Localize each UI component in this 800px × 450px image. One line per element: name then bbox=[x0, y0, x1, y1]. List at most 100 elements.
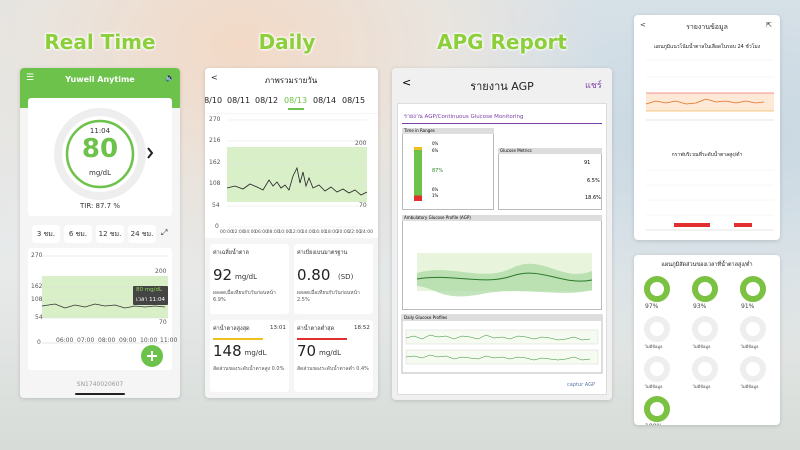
card-note: ผลลดเมื่อเทียบกับวันก่อนหน้า 2.5% bbox=[297, 290, 360, 303]
date[interactable]: 08/14 bbox=[313, 96, 337, 105]
stat-card bbox=[294, 320, 373, 392]
date[interactable]: 08/10 bbox=[205, 96, 223, 105]
metric: 6.5% bbox=[587, 178, 600, 184]
donut-label: 97% bbox=[645, 303, 659, 310]
y-label: 54 bbox=[35, 314, 43, 321]
card-unit: mg/dL bbox=[319, 349, 341, 357]
card-value: 92 bbox=[213, 266, 233, 284]
chart-title: แผนภูมิแนวโน้มน้ำตาลในเลือดในรอบ 24 ชั่ว… bbox=[653, 44, 761, 50]
grid bbox=[227, 119, 367, 228]
y-label: 162 bbox=[31, 283, 43, 290]
expand-icon[interactable]: ⤢ bbox=[161, 228, 168, 237]
y-label: 270 bbox=[31, 252, 43, 259]
y-label: 0 bbox=[37, 339, 41, 346]
low-marker bbox=[674, 223, 710, 227]
donut bbox=[692, 356, 718, 382]
donut-label: 93% bbox=[693, 303, 707, 310]
section: Ambulatory Glucose Profile (AGP) bbox=[404, 215, 471, 220]
card-value: 70 bbox=[297, 342, 317, 360]
target-label: 200 bbox=[155, 268, 167, 275]
home-indicator bbox=[75, 393, 125, 395]
sound-icon[interactable]: 🔈 bbox=[165, 73, 175, 82]
target-band bbox=[227, 147, 367, 202]
donut-label: ไม่มีข้อมูล bbox=[645, 344, 663, 349]
share-button[interactable]: แชร์ bbox=[585, 81, 602, 91]
report-panel: < รายงานข้อมูล ⇱ แผนภูมิแนวโน้มน้ำตาลในเ… bbox=[634, 15, 780, 240]
x-label: 00:00 bbox=[220, 230, 233, 235]
low-marker bbox=[734, 223, 752, 227]
date[interactable]: 08/15 bbox=[342, 96, 366, 105]
section: Time in Ranges bbox=[404, 128, 435, 133]
donut-label: ไม่มีข้อมูล bbox=[693, 384, 711, 389]
date-selected[interactable]: 08/13 bbox=[284, 96, 308, 105]
app-title: Yuwell Anytime bbox=[65, 75, 135, 84]
donut-label: ไม่มีข้อมูล bbox=[693, 344, 711, 349]
x-label: 10:00 bbox=[140, 337, 158, 344]
back-icon[interactable]: < bbox=[640, 21, 646, 29]
serial: SN1740020607 bbox=[76, 381, 124, 388]
title: แผนภูมิสัดส่วนของเวลาที่น้ำตาลสูง/ต่ำ bbox=[661, 262, 753, 268]
card-unit: mg/dL bbox=[244, 349, 267, 357]
card-note: สัดส่วนของระดับน้ำตาลต่ำ 0.4% bbox=[297, 366, 369, 372]
plus-icon bbox=[147, 351, 157, 361]
tir-value: 6% bbox=[432, 148, 439, 153]
y-label: 216 bbox=[209, 137, 221, 144]
agp-screen: < รายงาน AGP แชร์ รายงาน AGP/Continuous … bbox=[392, 68, 612, 400]
glucose-trace bbox=[41, 303, 166, 309]
date[interactable]: 08/12 bbox=[255, 96, 279, 105]
menu-icon[interactable]: ☰ bbox=[26, 73, 35, 83]
tir-value: 6% bbox=[432, 187, 439, 192]
daily-cells bbox=[405, 329, 599, 365]
agp-header bbox=[402, 215, 602, 221]
x-label: 24:00 bbox=[360, 230, 373, 235]
card-unit: (SD) bbox=[338, 273, 354, 281]
donut bbox=[692, 316, 718, 342]
tir: TIR: 87.7 % bbox=[79, 202, 121, 210]
range-button[interactable]: 12 ชม. bbox=[96, 225, 124, 243]
back-icon[interactable]: < bbox=[211, 73, 218, 82]
rule bbox=[402, 123, 602, 124]
donut-rings bbox=[644, 276, 766, 422]
donut bbox=[644, 276, 670, 302]
x-label: 06:00 bbox=[56, 337, 74, 344]
x-label: 11:00 bbox=[160, 337, 178, 344]
time: 11:04 bbox=[89, 127, 111, 135]
stat-card bbox=[294, 244, 373, 314]
card-note: สัดส่วนของระดับน้ำตาลสูง 0.0% bbox=[213, 366, 285, 372]
metrics-header bbox=[498, 148, 602, 154]
tir-header bbox=[402, 128, 494, 134]
donut-label: 100% bbox=[645, 423, 662, 425]
metric: 18.6% bbox=[585, 195, 601, 201]
x-label: 14:00 bbox=[301, 230, 315, 235]
donut-label: ไม่มีข้อมูล bbox=[645, 384, 663, 389]
metric: 91 bbox=[584, 160, 591, 166]
low-line bbox=[297, 338, 347, 340]
x-label: 20:00 bbox=[336, 230, 350, 235]
donut bbox=[740, 316, 766, 342]
gauge bbox=[54, 108, 154, 200]
stat-card bbox=[210, 320, 289, 392]
trend-chart bbox=[41, 255, 168, 367]
donut-label: 91% bbox=[741, 303, 755, 310]
daily-header bbox=[402, 315, 602, 321]
next-arrow[interactable] bbox=[147, 147, 154, 159]
y-label: 162 bbox=[209, 159, 221, 166]
daily-screen: < ภาพรวมรายวัน 08/10 08/11 08/12 08/13 0… bbox=[205, 68, 378, 398]
target-label: 70 bbox=[359, 202, 367, 209]
range-button[interactable]: 6 ชม. bbox=[64, 225, 92, 243]
date-underline bbox=[288, 108, 304, 110]
range-button[interactable]: 24 ชม. bbox=[128, 225, 156, 243]
donut bbox=[740, 356, 766, 382]
back-icon[interactable]: < bbox=[402, 76, 412, 89]
title: ภาพรวมรายวัน bbox=[264, 76, 318, 85]
x-label: 08:00 bbox=[98, 337, 116, 344]
card-value: 148 bbox=[213, 342, 242, 360]
export-icon[interactable]: ⇱ bbox=[766, 21, 772, 29]
x-label: 12:00 bbox=[290, 230, 303, 235]
card-label: ค่าน้ำตาลสูงสุด bbox=[213, 326, 250, 332]
y-label: 0 bbox=[215, 223, 219, 230]
date[interactable]: 08/11 bbox=[227, 96, 251, 105]
card-note: ผลลดเมื่อเทียบกับวันก่อนหน้า 6.9% bbox=[213, 290, 276, 303]
donut bbox=[644, 316, 670, 342]
range-button[interactable]: 3 ชม. bbox=[32, 225, 60, 243]
